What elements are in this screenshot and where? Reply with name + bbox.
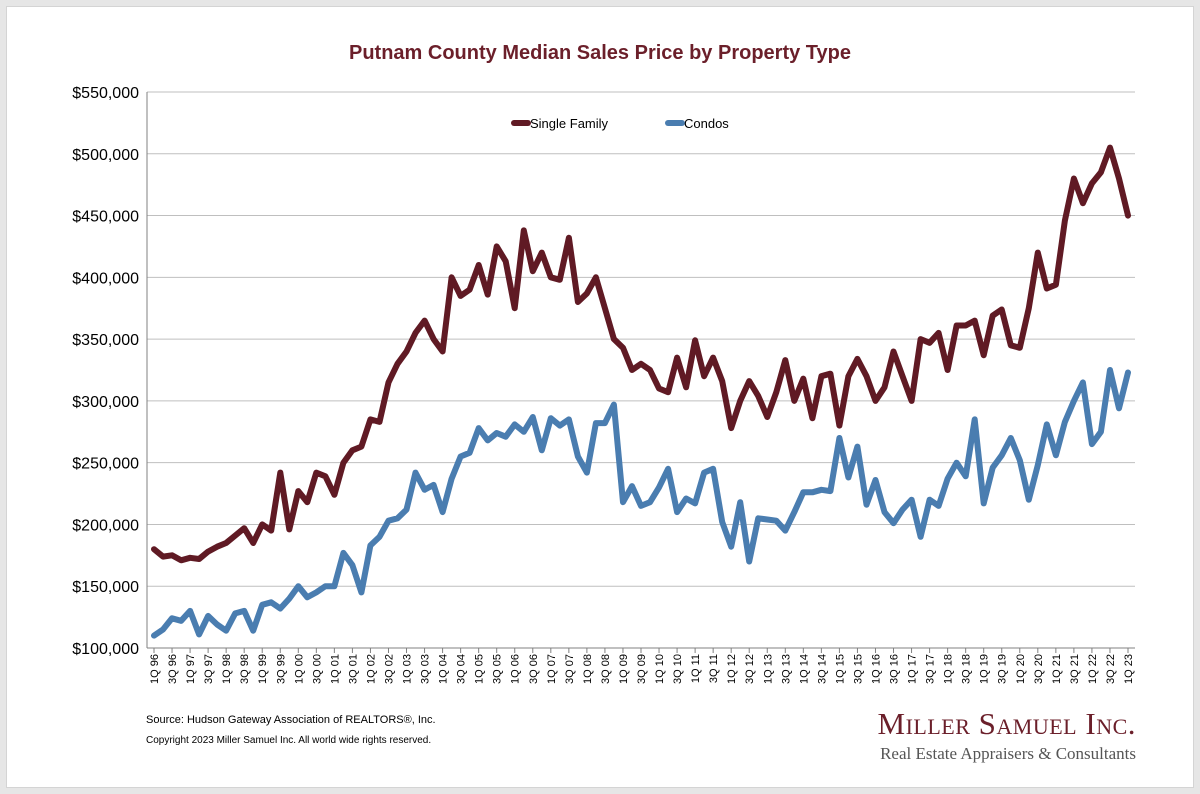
x-tick-label: 1Q 11 bbox=[690, 654, 702, 683]
x-tick-label: 3Q 10 bbox=[672, 654, 684, 684]
x-tick-label: 1Q 15 bbox=[834, 654, 846, 684]
gridlines bbox=[147, 91, 1135, 587]
x-tick-label: 1Q 22 bbox=[1087, 654, 1099, 684]
x-tick-label: 3Q 11 bbox=[708, 654, 720, 683]
y-tick-label: $500,000 bbox=[72, 147, 139, 164]
x-tick-label: 3Q 03 bbox=[420, 654, 432, 684]
x-tick-label: 3Q 07 bbox=[564, 654, 576, 684]
x-tick-label: 3Q 08 bbox=[600, 654, 612, 684]
series-lines bbox=[151, 144, 1131, 639]
x-tick-label: 1Q 05 bbox=[474, 654, 486, 684]
x-tick-label: 3Q 15 bbox=[852, 654, 864, 684]
x-tick-label: 3Q 14 bbox=[816, 654, 828, 684]
x-tick-label: 1Q 97 bbox=[185, 654, 197, 684]
brand-tagline: Real Estate Appraisers & Consultants bbox=[880, 744, 1136, 763]
y-tick-label: $550,000 bbox=[72, 85, 139, 102]
x-tick-label: 1Q 08 bbox=[582, 654, 594, 684]
x-tick-label: 1Q 02 bbox=[365, 654, 377, 684]
x-tick-label: 3Q 05 bbox=[492, 654, 504, 684]
legend: Single Family Condos bbox=[511, 116, 729, 131]
x-tick-label: 1Q 17 bbox=[907, 654, 919, 684]
legend-entry-condos-label: Condos bbox=[684, 116, 729, 131]
x-tick-label: 3Q 19 bbox=[997, 654, 1009, 684]
x-tick-label: 3Q 99 bbox=[275, 654, 287, 684]
y-tick-label: $300,000 bbox=[72, 394, 139, 411]
x-tick-label: 3Q 09 bbox=[636, 654, 648, 684]
y-axis-tick-labels: $100,000 $150,000 $200,000 $250,000 $300,000… bbox=[72, 85, 139, 658]
x-tick-label: 3Q 16 bbox=[889, 654, 901, 684]
x-tick-label: 3Q 01 bbox=[347, 654, 359, 684]
axes bbox=[146, 92, 1135, 653]
x-tick-label: 1Q 13 bbox=[762, 654, 774, 684]
x-tick-label: 1Q 99 bbox=[257, 654, 269, 684]
x-tick-label: 1Q 03 bbox=[402, 654, 414, 684]
x-tick-label: 3Q 06 bbox=[528, 654, 540, 684]
x-tick-label: 1Q 23 bbox=[1123, 654, 1135, 684]
x-tick-label: 3Q 18 bbox=[961, 654, 973, 684]
chart-card bbox=[6, 6, 1194, 788]
x-tick-label: 3Q 21 bbox=[1069, 654, 1081, 684]
x-tick-label: 3Q 22 bbox=[1105, 654, 1117, 684]
x-tick-label: 1Q 21 bbox=[1051, 654, 1063, 684]
y-tick-label: $200,000 bbox=[72, 517, 139, 534]
x-tick-label: 3Q 00 bbox=[311, 654, 323, 684]
series-line-condos bbox=[151, 367, 1131, 639]
x-tick-label: 1Q 06 bbox=[510, 654, 522, 684]
series-line-single-family bbox=[151, 144, 1131, 564]
x-axis-tick-labels: 1Q 96 3Q 96 1Q 97 3Q 97 1Q 98 3Q 98 1Q 99 3Q 99… bbox=[149, 654, 1135, 684]
copyright-note: Copyright 2023 Miller Samuel Inc. All wo… bbox=[146, 735, 432, 746]
y-tick-label: $250,000 bbox=[72, 456, 139, 473]
x-tick-label: 3Q 96 bbox=[167, 654, 179, 684]
x-tick-label: 1Q 09 bbox=[618, 654, 630, 684]
x-tick-label: 1Q 98 bbox=[221, 654, 233, 684]
x-tick-label: 1Q 14 bbox=[798, 654, 810, 684]
x-tick-label: 1Q 16 bbox=[870, 654, 882, 684]
x-tick-label: 3Q 12 bbox=[744, 654, 756, 684]
x-tick-label: 1Q 20 bbox=[1015, 654, 1027, 684]
x-tick-label: 1Q 18 bbox=[943, 654, 955, 684]
y-tick-label: $100,000 bbox=[72, 641, 139, 658]
x-tick-label: 1Q 96 bbox=[149, 654, 161, 684]
brand-logo-name: Miller Samuel Inc. bbox=[877, 706, 1136, 741]
x-tick-label: 1Q 00 bbox=[293, 654, 305, 684]
y-tick-label: $450,000 bbox=[72, 209, 139, 226]
x-tick-label: 1Q 12 bbox=[726, 654, 738, 684]
x-tick-label: 1Q 01 bbox=[329, 654, 341, 684]
x-tick-label: 3Q 02 bbox=[383, 654, 395, 684]
y-tick-label: $150,000 bbox=[72, 579, 139, 596]
x-tick-label: 3Q 97 bbox=[203, 654, 215, 684]
x-tick-label: 3Q 17 bbox=[925, 654, 937, 684]
source-note: Source: Hudson Gateway Association of RE… bbox=[146, 714, 436, 726]
x-tick-label: 3Q 20 bbox=[1033, 654, 1045, 684]
x-tick-label: 3Q 04 bbox=[456, 654, 468, 684]
legend-entry-single-family-label: Single Family bbox=[530, 116, 609, 131]
chart-title: Putnam County Median Sales Price by Prop… bbox=[349, 42, 851, 64]
y-tick-label: $350,000 bbox=[72, 332, 139, 349]
x-tick-label: 1Q 07 bbox=[546, 654, 558, 684]
x-tick-label: 1Q 10 bbox=[654, 654, 666, 684]
x-tick-label: 1Q 04 bbox=[438, 654, 450, 684]
x-tick-label: 3Q 98 bbox=[239, 654, 251, 684]
y-tick-label: $400,000 bbox=[72, 270, 139, 287]
x-tick-label: 3Q 13 bbox=[780, 654, 792, 684]
x-tick-label: 1Q 19 bbox=[979, 654, 991, 684]
